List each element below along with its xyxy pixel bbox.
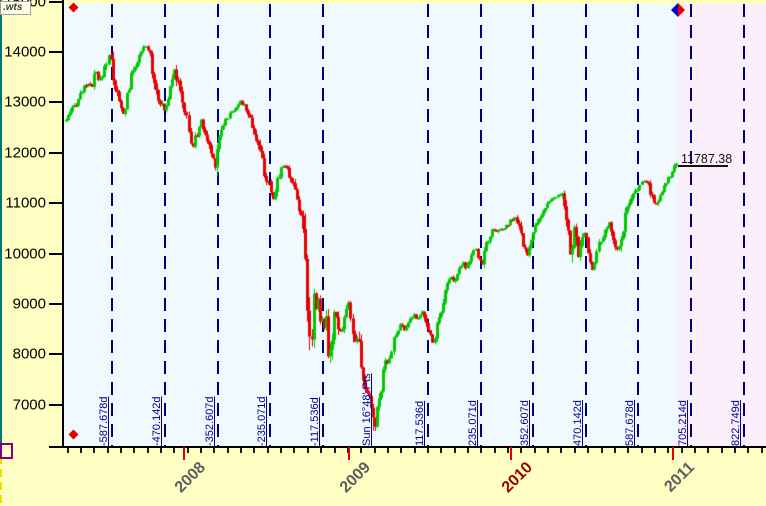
x-axis-minor-tick bbox=[453, 448, 456, 453]
x-axis-minor-tick bbox=[320, 448, 323, 453]
x-axis-minor-tick bbox=[106, 448, 109, 453]
x-axis-minor-tick bbox=[760, 448, 763, 453]
y-axis-tick bbox=[49, 353, 63, 356]
x-axis-minor-tick bbox=[440, 448, 443, 453]
x-axis-minor-tick bbox=[560, 448, 563, 453]
x-axis-minor-tick bbox=[266, 448, 269, 453]
x-axis-year-tick bbox=[348, 447, 350, 460]
y-axis-label: 8000 bbox=[12, 345, 46, 363]
y-axis-label: 14000 bbox=[4, 43, 46, 61]
cursor-bottom-diamond-icon[interactable] bbox=[68, 429, 78, 439]
y-axis-label: 13000 bbox=[4, 93, 46, 111]
x-axis-minor-tick bbox=[520, 448, 523, 453]
x-axis-year-tick bbox=[509, 447, 512, 460]
filename-tooltip: .wts bbox=[0, 1, 31, 15]
x-axis-minor-tick bbox=[547, 448, 550, 453]
x-axis-minor-tick bbox=[133, 448, 136, 453]
x-axis-minor-tick bbox=[79, 448, 82, 453]
x-axis-minor-tick bbox=[253, 448, 256, 453]
x-axis-minor-tick bbox=[640, 448, 643, 453]
x-axis-minor-tick bbox=[747, 448, 750, 453]
x-axis-minor-tick bbox=[493, 448, 496, 453]
y-axis-label: 9000 bbox=[12, 295, 46, 313]
y-axis-tick bbox=[49, 151, 63, 154]
x-axis-minor-tick bbox=[693, 448, 696, 453]
x-axis-minor-tick bbox=[507, 448, 510, 453]
x-axis-minor-tick bbox=[707, 448, 710, 453]
x-axis-minor-tick bbox=[93, 448, 96, 453]
x-axis-minor-tick bbox=[533, 448, 536, 453]
current-bar-line[interactable] bbox=[0, 0, 2, 443]
y-axis-label: 12000 bbox=[4, 144, 46, 162]
x-axis-minor-tick bbox=[306, 448, 309, 453]
x-axis-minor-tick bbox=[467, 448, 469, 453]
x-axis-minor-tick bbox=[186, 448, 189, 453]
x-axis-minor-tick bbox=[667, 448, 670, 453]
x-axis-minor-tick bbox=[680, 448, 683, 453]
y-axis-label: 11000 bbox=[5, 194, 46, 212]
cursor-top-diamond-icon[interactable] bbox=[68, 2, 78, 12]
x-axis-year-tick bbox=[672, 447, 674, 460]
x-axis-minor-tick bbox=[600, 448, 603, 453]
anchor-square-marker[interactable] bbox=[0, 443, 13, 459]
x-axis-minor-tick bbox=[386, 448, 389, 453]
y-axis-tick bbox=[49, 0, 63, 3]
x-axis-minor-tick bbox=[333, 448, 336, 453]
x-axis-line bbox=[49, 446, 766, 448]
x-axis-minor-tick bbox=[119, 448, 122, 453]
x-axis-minor-tick bbox=[627, 448, 630, 453]
price-flag-line bbox=[678, 165, 728, 167]
x-axis-minor-tick bbox=[293, 448, 296, 453]
x-axis-minor-tick bbox=[159, 448, 162, 453]
x-axis-minor-tick bbox=[720, 448, 723, 453]
x-axis-minor-tick bbox=[480, 448, 483, 453]
x-axis-minor-tick bbox=[587, 448, 590, 453]
x-axis-minor-tick bbox=[373, 448, 376, 453]
y-axis-tick bbox=[49, 202, 63, 205]
x-axis-minor-tick bbox=[613, 448, 616, 453]
x-axis-minor-tick bbox=[213, 448, 216, 453]
price-flag-label: 11787.38 bbox=[681, 152, 733, 166]
y-axis-tick bbox=[49, 101, 63, 104]
y-axis-tick bbox=[49, 252, 63, 255]
x-axis-minor-tick bbox=[226, 448, 229, 453]
x-axis-minor-tick bbox=[426, 448, 429, 453]
y-axis-label: 10000 bbox=[4, 245, 46, 262]
x-axis-minor-tick bbox=[346, 448, 349, 453]
x-axis-minor-tick bbox=[240, 448, 243, 453]
x-axis-minor-tick bbox=[413, 448, 416, 453]
x-axis-year-tick bbox=[183, 447, 185, 460]
y-axis-tick bbox=[49, 403, 63, 406]
y-axis-tick bbox=[49, 50, 63, 53]
x-axis-minor-tick bbox=[360, 448, 363, 453]
x-axis-minor-tick bbox=[400, 448, 403, 453]
y-axis-label: 7000 bbox=[12, 396, 46, 414]
x-axis-minor-tick bbox=[573, 448, 576, 453]
x-axis-minor-tick bbox=[200, 448, 202, 453]
x-axis-minor-tick bbox=[653, 448, 656, 453]
x-axis-minor-tick bbox=[146, 448, 149, 453]
y-axis-line bbox=[62, 0, 64, 448]
x-axis-minor-tick bbox=[734, 448, 736, 453]
current-bar-diamond-icon[interactable] bbox=[670, 2, 686, 18]
x-axis-minor-tick bbox=[66, 448, 69, 453]
x-axis-minor-tick bbox=[280, 448, 283, 453]
x-axis-minor-tick bbox=[173, 448, 176, 453]
y-axis-tick bbox=[49, 302, 63, 305]
